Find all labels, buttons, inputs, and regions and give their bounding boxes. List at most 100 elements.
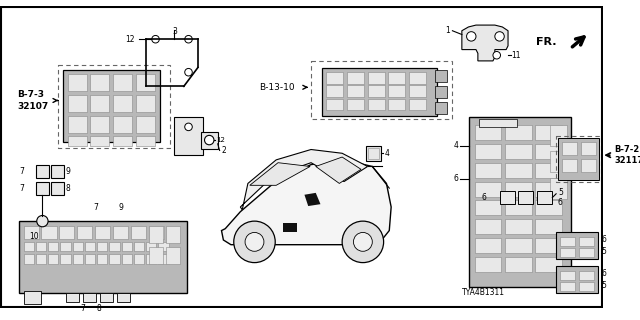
Circle shape [234,221,275,263]
Bar [562,142,577,155]
Circle shape [185,36,192,43]
Bar [201,132,218,148]
Bar [550,125,568,146]
Bar [536,163,562,178]
Text: 32117: 32117 [614,156,640,165]
Bar [556,136,602,181]
Text: 6: 6 [602,236,606,244]
Bar [85,242,95,251]
Bar [113,226,128,239]
Text: 8: 8 [97,304,101,313]
Bar [505,181,532,196]
Bar [409,99,426,110]
Bar [36,164,49,178]
Bar [51,181,64,195]
Bar [347,72,364,84]
Bar [388,72,405,84]
Text: 5: 5 [558,188,563,197]
Bar [166,226,180,243]
Bar [83,293,96,302]
Bar [505,125,532,140]
Bar [63,70,160,142]
Bar [97,254,108,264]
Bar [475,238,501,253]
Bar [48,242,58,251]
Bar [174,117,203,155]
Polygon shape [250,163,310,185]
Bar [136,74,155,91]
Bar [580,159,596,172]
Bar [475,125,501,140]
Bar [500,191,515,204]
Bar [68,95,86,112]
Bar [475,181,501,196]
Circle shape [36,215,48,227]
Text: 6: 6 [481,193,486,202]
Bar [326,72,343,84]
Text: 10: 10 [29,232,39,242]
Bar [560,271,575,280]
Bar [131,226,146,239]
Bar [36,254,46,264]
Text: 11: 11 [511,51,520,60]
Bar [475,219,501,234]
Bar [558,138,600,180]
Bar [579,271,594,280]
Text: TYA4B1311: TYA4B1311 [462,288,505,297]
Bar [19,221,187,293]
Bar [518,191,534,204]
Bar [367,85,385,97]
Bar [77,226,92,239]
Circle shape [185,68,192,76]
Bar [435,70,447,82]
Bar [149,226,164,239]
Bar [536,200,562,215]
Polygon shape [283,223,297,232]
Polygon shape [221,160,391,245]
Bar [58,65,170,148]
Bar [550,178,568,198]
Bar [158,254,169,264]
Bar [146,242,156,251]
Text: 7: 7 [20,167,24,176]
Bar [560,248,575,257]
Bar [536,219,562,234]
Bar [122,242,132,251]
Bar [536,125,562,140]
Bar [95,226,110,239]
Bar [367,99,385,110]
Bar [505,219,532,234]
Bar [85,254,95,264]
Text: 12: 12 [216,137,225,143]
Polygon shape [241,149,367,210]
Bar [136,136,155,146]
Bar [579,237,594,246]
Bar [109,254,120,264]
Text: 8: 8 [66,184,71,193]
Bar [146,254,156,264]
Bar [24,291,40,304]
Circle shape [185,123,192,131]
Bar [367,72,385,84]
Bar [536,238,562,253]
Circle shape [495,32,504,41]
Circle shape [152,36,159,43]
Bar [323,68,437,116]
Text: 5: 5 [602,247,606,256]
Bar [469,117,571,287]
Text: 12: 12 [125,35,135,44]
Bar [68,74,86,91]
Bar [536,144,562,159]
Bar [24,242,34,251]
Bar [134,242,144,251]
Bar [113,136,132,146]
Bar [72,242,83,251]
Bar [475,144,501,159]
Bar [66,293,79,302]
Bar [505,144,532,159]
Bar [24,226,38,239]
Bar [48,254,58,264]
Circle shape [467,32,476,41]
Bar [72,254,83,264]
Bar [68,116,86,132]
